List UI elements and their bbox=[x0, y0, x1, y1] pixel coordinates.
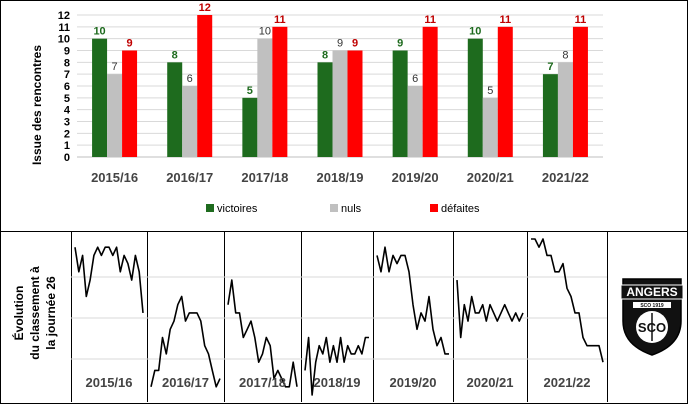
bar-value-label: 9 bbox=[352, 38, 358, 50]
bar-value-label: 11 bbox=[274, 14, 286, 26]
bar-value-label: 9 bbox=[127, 38, 133, 50]
category-label: 2021/22 bbox=[542, 170, 589, 185]
category-label: 2018/19 bbox=[317, 170, 364, 185]
bar-value-label: 8 bbox=[172, 49, 178, 61]
panel-season-label: 2020/21 bbox=[467, 375, 514, 390]
bar-value-label: 9 bbox=[397, 38, 403, 50]
legend-label: victoires bbox=[217, 203, 258, 215]
y-tick-label: 2 bbox=[64, 128, 70, 140]
bar-victoires bbox=[317, 62, 333, 158]
bar-value-label: 5 bbox=[487, 85, 493, 97]
rank-line-2016-17 bbox=[150, 295, 221, 388]
legend-swatch-victoires bbox=[206, 204, 214, 212]
category-label: 2020/21 bbox=[467, 170, 514, 185]
bar-legend: victoires nuls défaites bbox=[206, 203, 480, 215]
bar-défaites bbox=[197, 15, 213, 157]
legend-swatch-défaites bbox=[430, 204, 438, 212]
bar-chart-ylabel: Issue des rencontres bbox=[30, 45, 44, 165]
rank-line-2017-18 bbox=[227, 279, 298, 388]
legend-label: nuls bbox=[341, 203, 362, 215]
bar-victoires bbox=[392, 50, 408, 157]
panel-season-label: 2016/17 bbox=[162, 375, 209, 390]
panel-season-label: 2018/19 bbox=[314, 375, 361, 390]
bar-value-label: 7 bbox=[547, 61, 553, 73]
bar-value-label: 10 bbox=[469, 26, 481, 38]
bar-nuls bbox=[332, 50, 348, 157]
bar-nuls bbox=[407, 86, 423, 157]
bar-nuls bbox=[107, 74, 123, 157]
bar-défaites bbox=[422, 26, 438, 158]
panel-season-label: 2021/22 bbox=[544, 375, 591, 390]
bar-value-label: 11 bbox=[424, 14, 436, 26]
y-tick-label: 1 bbox=[64, 140, 70, 152]
y-tick-label: 10 bbox=[58, 34, 70, 46]
category-label: 2017/18 bbox=[241, 170, 288, 185]
bar-value-label: 12 bbox=[199, 2, 211, 14]
bar-victoires bbox=[167, 62, 183, 158]
rank-line-2019-20 bbox=[376, 246, 449, 355]
panel-season-label: 2017/18 bbox=[239, 375, 286, 390]
angers-sco-logo: ANGERS SCO 1919 SCO bbox=[620, 278, 684, 356]
y-tick-label: 5 bbox=[64, 93, 70, 105]
legend-label: défaites bbox=[441, 203, 480, 215]
bar-value-label: 9 bbox=[337, 38, 343, 50]
line-panels: 2015/16 2016/17 2017/18 2018/19 2019/20 2020/… bbox=[71, 232, 608, 402]
bar-nuls bbox=[557, 62, 573, 158]
bar-victoires bbox=[92, 38, 108, 157]
bar-victoires bbox=[467, 38, 483, 157]
y-tick-label: 9 bbox=[64, 46, 70, 58]
rank-line-2015-16 bbox=[74, 246, 144, 313]
line-chart-ylabel-line2: du classement à bbox=[28, 266, 42, 360]
bar-value-label: 6 bbox=[187, 73, 193, 85]
y-tick-label: 11 bbox=[58, 22, 70, 34]
y-tick-label: 6 bbox=[64, 81, 70, 93]
rank-line-2018-19 bbox=[304, 336, 369, 396]
y-tick-label: 8 bbox=[64, 57, 70, 69]
bar-nuls bbox=[257, 38, 273, 157]
bar-value-label: 7 bbox=[112, 61, 118, 73]
bar-défaites bbox=[497, 26, 513, 158]
bar-défaites bbox=[272, 26, 288, 158]
bar-défaites bbox=[122, 50, 138, 157]
bar-value-label: 10 bbox=[259, 26, 271, 38]
bar-victoires bbox=[542, 74, 558, 157]
bar-value-label: 11 bbox=[499, 14, 511, 26]
y-tick-label: 3 bbox=[64, 117, 70, 129]
bar-défaites bbox=[347, 50, 363, 157]
line-chart-ylabel-line3: la journée 26 bbox=[44, 276, 58, 350]
y-tick-label: 12 bbox=[58, 10, 70, 22]
bar-value-label: 10 bbox=[93, 26, 105, 38]
bar-nuls bbox=[182, 86, 198, 157]
bar-value-label: 5 bbox=[247, 85, 253, 97]
logo-text: ANGERS bbox=[626, 285, 677, 299]
panel-season-label: 2019/20 bbox=[390, 375, 437, 390]
bar-nuls bbox=[482, 97, 498, 157]
rank-line-2021-22 bbox=[531, 238, 604, 363]
bar-value-label: 8 bbox=[562, 49, 568, 61]
bar-series bbox=[92, 15, 588, 158]
line-chart-ylabel: Évolution du classement à la journée 26 bbox=[11, 266, 58, 360]
category-label: 2016/17 bbox=[166, 170, 213, 185]
y-tick-label: 0 bbox=[64, 152, 70, 164]
rank-line-2020-21 bbox=[456, 280, 524, 339]
legend-swatch-nuls bbox=[330, 204, 338, 212]
bar-value-label: 11 bbox=[575, 14, 587, 26]
category-label: 2019/20 bbox=[392, 170, 439, 185]
bar-value-label: 8 bbox=[322, 49, 328, 61]
bar-défaites bbox=[572, 26, 588, 158]
y-tick-label: 4 bbox=[64, 105, 71, 117]
line-chart-ylabel-line1: Évolution bbox=[11, 286, 26, 341]
bar-categories: 2015/16 2016/17 2017/18 2018/19 2019/20 2020/… bbox=[91, 170, 589, 185]
bar-victoires bbox=[242, 97, 258, 157]
y-tick-label: 7 bbox=[64, 69, 70, 81]
logo-band-text: SCO 1919 bbox=[640, 303, 664, 309]
category-label: 2015/16 bbox=[91, 170, 138, 185]
bar-value-label: 6 bbox=[412, 73, 418, 85]
panel-season-label: 2015/16 bbox=[86, 375, 133, 390]
